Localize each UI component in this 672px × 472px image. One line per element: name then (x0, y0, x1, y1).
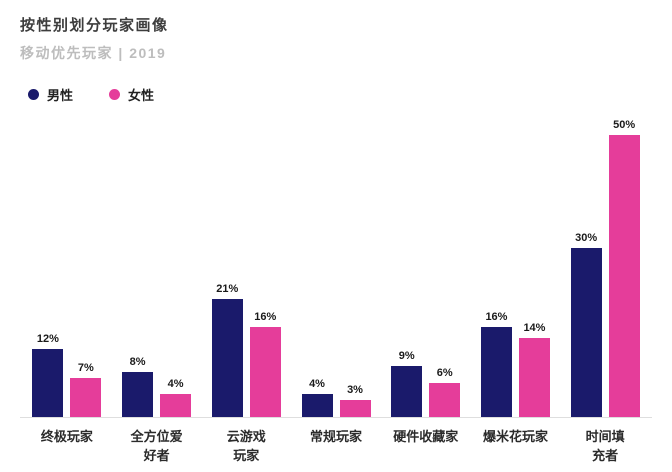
bar-group: 21% 16% (201, 283, 291, 417)
bar-male: 21% (212, 283, 243, 417)
bar-rect (302, 394, 333, 417)
bar-group: 9% 6% (381, 350, 471, 417)
bar-value-label: 8% (130, 356, 146, 368)
bar-rect (429, 383, 460, 417)
legend-item-male: 男性 (28, 85, 73, 104)
bar-female: 3% (340, 384, 371, 417)
bar-rect (32, 349, 63, 417)
bar-value-label: 16% (485, 311, 507, 323)
bar-rect (160, 394, 191, 417)
bar-value-label: 9% (399, 350, 415, 362)
category-label: 云游戏 玩家 (201, 428, 291, 466)
bar-value-label: 4% (309, 378, 325, 390)
bar-value-label: 6% (437, 367, 453, 379)
bar-value-label: 7% (78, 362, 94, 374)
bar-rect (391, 366, 422, 417)
category-label: 爆米花玩家 (471, 428, 561, 466)
bar-female: 50% (609, 119, 640, 417)
chart-category-axis: 终极玩家全方位爱 好者云游戏 玩家常规玩家硬件收藏家爆米花玩家时间填 充者 (20, 418, 652, 466)
legend-label-female: 女性 (128, 85, 154, 104)
bar-rect (250, 327, 281, 417)
legend: 男性 女性 (28, 85, 652, 104)
bar-value-label: 14% (523, 322, 545, 334)
page-title: 按性别划分玩家画像 (20, 14, 652, 35)
bar-value-label: 3% (347, 384, 363, 396)
legend-label-male: 男性 (47, 85, 73, 104)
bar-rect (340, 400, 371, 417)
bar-group: 8% 4% (112, 356, 202, 417)
bar-value-label: 4% (168, 378, 184, 390)
bar-value-label: 12% (37, 333, 59, 345)
bar-female: 14% (519, 322, 550, 417)
bar-female: 6% (429, 367, 460, 417)
bar-rect (70, 378, 101, 417)
bar-male: 30% (571, 232, 602, 417)
bar-male: 4% (302, 378, 333, 417)
bar-value-label: 30% (575, 232, 597, 244)
category-label: 终极玩家 (22, 428, 112, 466)
bar-chart: 12% 7% 8% 4% 21% 16% 4% 3% 9% 6% 16% 14% 30% 50% 终极玩家… (20, 118, 652, 466)
bar-rect (122, 372, 153, 417)
bar-group: 30% 50% (560, 119, 650, 417)
bar-male: 8% (122, 356, 153, 417)
chart-header: 按性别划分玩家画像 移动优先玩家 | 2019 (20, 14, 652, 63)
legend-dot-male-icon (28, 89, 39, 100)
bar-group: 4% 3% (291, 378, 381, 417)
bar-value-label: 21% (216, 283, 238, 295)
chart-plot-area: 12% 7% 8% 4% 21% 16% 4% 3% 9% 6% 16% 14% 30% 50% (20, 118, 652, 418)
bar-rect (212, 299, 243, 417)
bar-value-label: 16% (254, 311, 276, 323)
legend-dot-female-icon (109, 89, 120, 100)
bar-rect (519, 338, 550, 417)
bar-male: 9% (391, 350, 422, 417)
bar-female: 16% (250, 311, 281, 417)
bar-female: 7% (70, 362, 101, 417)
bar-group: 16% 14% (471, 311, 561, 417)
legend-item-female: 女性 (109, 85, 154, 104)
category-label: 时间填 充者 (560, 428, 650, 466)
category-label: 常规玩家 (291, 428, 381, 466)
bar-rect (609, 135, 640, 417)
bar-male: 12% (32, 333, 63, 417)
bar-rect (571, 248, 602, 417)
category-label: 全方位爱 好者 (112, 428, 202, 466)
bar-value-label: 50% (613, 119, 635, 131)
bar-rect (481, 327, 512, 417)
bar-female: 4% (160, 378, 191, 417)
category-label: 硬件收藏家 (381, 428, 471, 466)
bar-group: 12% 7% (22, 333, 112, 417)
chart-subtitle: 移动优先玩家 | 2019 (20, 43, 652, 63)
bar-male: 16% (481, 311, 512, 417)
